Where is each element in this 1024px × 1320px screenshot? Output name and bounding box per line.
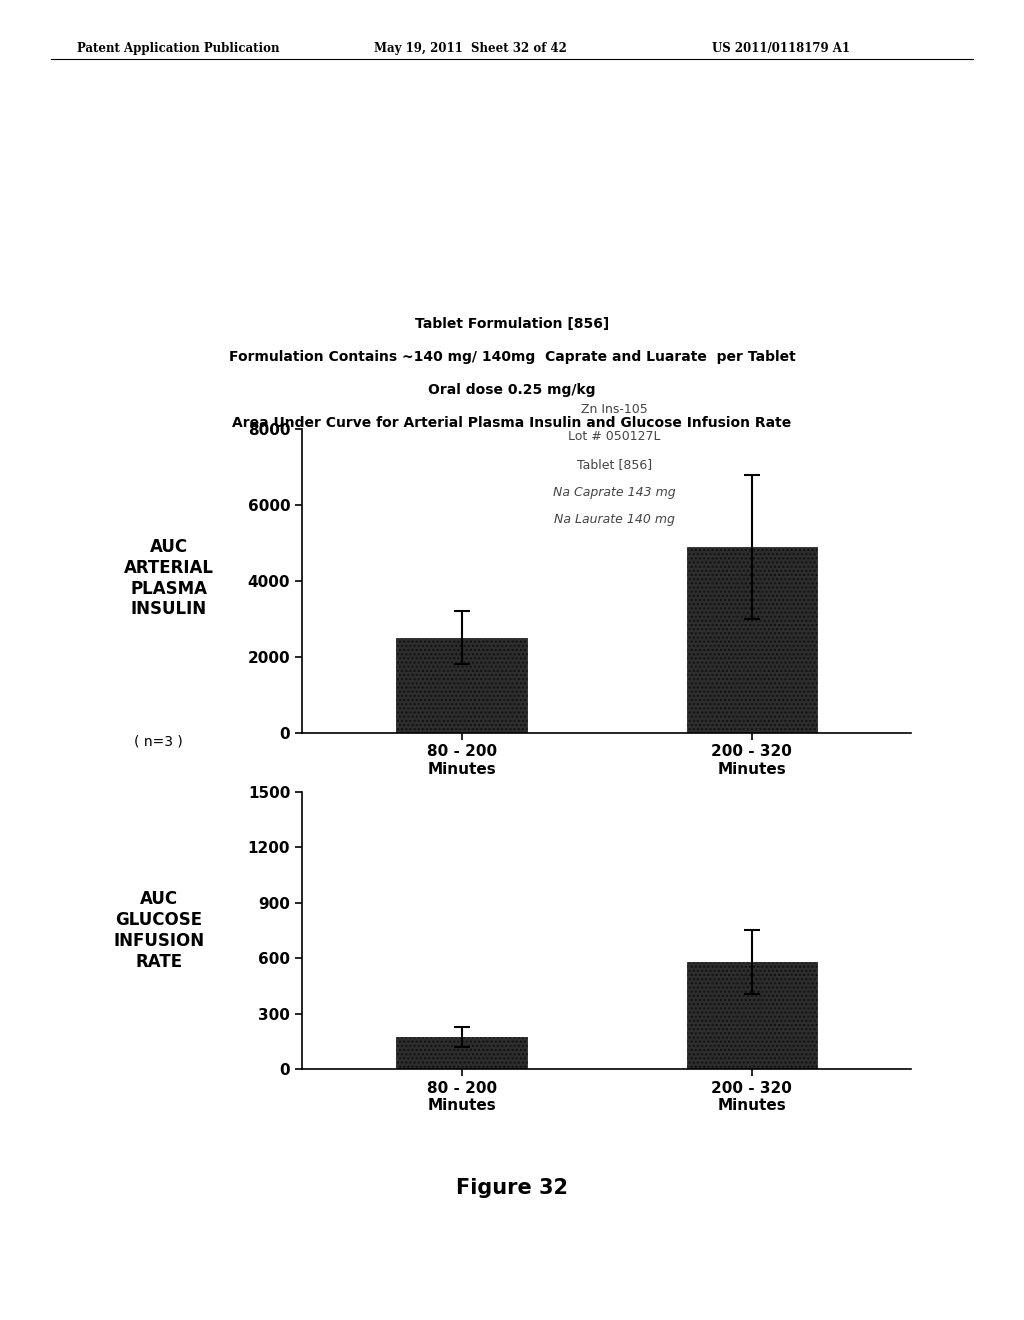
Text: Zn Ins-105: Zn Ins-105	[581, 403, 648, 416]
Text: ( n=3 ): ( n=3 )	[134, 735, 183, 748]
Text: Area Under Curve for Arterial Plasma Insulin and Glucose Infusion Rate: Area Under Curve for Arterial Plasma Ins…	[232, 416, 792, 430]
Text: Formulation Contains ~140 mg/ 140mg  Caprate and Luarate  per Tablet: Formulation Contains ~140 mg/ 140mg Capr…	[228, 350, 796, 364]
Text: Na Caprate 143 mg: Na Caprate 143 mg	[553, 486, 676, 499]
Text: Lot # 050127L: Lot # 050127L	[568, 430, 660, 444]
Bar	[686, 546, 817, 733]
Bar	[396, 638, 527, 733]
Text: Tablet [856]: Tablet [856]	[577, 458, 652, 471]
Text: Na Laurate 140 mg: Na Laurate 140 mg	[554, 513, 675, 527]
Text: Figure 32: Figure 32	[456, 1177, 568, 1199]
Text: AUC
ARTERIAL
PLASMA
INSULIN: AUC ARTERIAL PLASMA INSULIN	[124, 539, 214, 618]
Bar	[686, 962, 817, 1069]
Text: Oral dose 0.25 mg/kg: Oral dose 0.25 mg/kg	[428, 383, 596, 397]
Text: May 19, 2011  Sheet 32 of 42: May 19, 2011 Sheet 32 of 42	[374, 42, 566, 55]
Text: Tablet Formulation [856]: Tablet Formulation [856]	[415, 317, 609, 331]
Text: US 2011/0118179 A1: US 2011/0118179 A1	[712, 42, 850, 55]
Bar	[396, 1038, 527, 1069]
Text: Patent Application Publication: Patent Application Publication	[77, 42, 280, 55]
Text: AUC
GLUCOSE
INFUSION
RATE: AUC GLUCOSE INFUSION RATE	[114, 891, 204, 970]
